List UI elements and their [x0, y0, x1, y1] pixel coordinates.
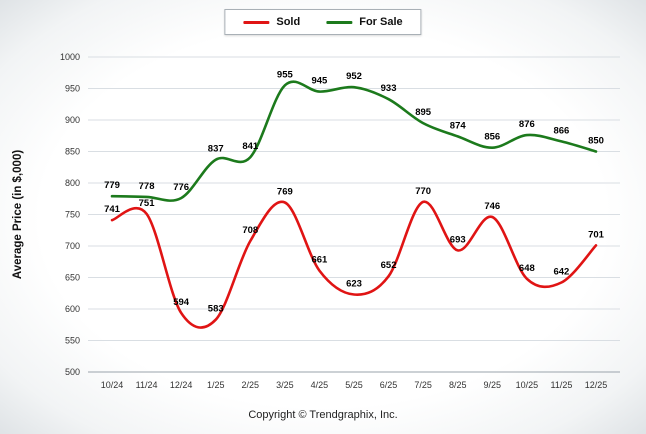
y-tick-label: 650	[65, 273, 80, 283]
y-tick-label: 600	[65, 304, 80, 314]
legend: Sold For Sale	[224, 9, 422, 35]
x-tick-label: 2/25	[242, 380, 260, 390]
sold-data-label: 769	[277, 187, 293, 198]
sold-data-label: 741	[104, 204, 121, 215]
y-tick-label: 750	[65, 210, 80, 220]
sold-data-label: 708	[242, 225, 258, 236]
sold-data-label: 746	[484, 201, 500, 212]
forsale-data-label: 933	[381, 83, 397, 94]
x-tick-label: 5/25	[345, 380, 363, 390]
y-tick-label: 850	[65, 147, 80, 157]
y-tick-label: 700	[65, 241, 80, 251]
forsale-data-label: 876	[519, 119, 535, 130]
x-tick-label: 12/24	[170, 380, 193, 390]
forsale-data-label: 874	[450, 120, 467, 131]
x-tick-label: 12/25	[585, 380, 608, 390]
legend-label-sold: Sold	[276, 16, 301, 28]
forsale-data-label: 895	[415, 107, 432, 118]
x-tick-label: 3/25	[276, 380, 294, 390]
x-tick-label: 10/25	[516, 380, 539, 390]
y-tick-label: 550	[65, 336, 80, 346]
x-tick-label: 8/25	[449, 380, 467, 390]
sold-data-label: 623	[346, 279, 362, 290]
sold-data-label: 661	[311, 255, 328, 266]
sold-data-label: 652	[381, 260, 397, 271]
sold-data-label: 642	[553, 267, 569, 278]
y-tick-label: 950	[65, 84, 80, 94]
y-axis-title: Average Price (in $,000)	[12, 150, 24, 280]
forsale-series-line	[110, 80, 598, 202]
forsale-data-label: 866	[553, 125, 569, 136]
forsale-data-label: 837	[208, 144, 224, 155]
sold-line-swatch	[243, 20, 270, 24]
sold-data-label: 648	[519, 263, 535, 274]
x-tick-label: 11/25	[550, 380, 572, 390]
sold-series-line	[110, 200, 598, 329]
x-tick-label: 10/24	[101, 380, 124, 390]
forsale-data-label: 945	[311, 76, 328, 87]
y-tick-label: 1000	[60, 52, 80, 62]
legend-item-forsale: For Sale	[326, 16, 403, 28]
y-tick-label: 500	[65, 367, 80, 377]
sold-data-label: 693	[450, 234, 466, 245]
x-tick-label: 1/25	[207, 380, 225, 390]
forsale-data-label: 841	[242, 141, 259, 152]
sold-data-label: 770	[415, 186, 431, 197]
sold-data-label: 751	[139, 198, 156, 209]
sold-data-label: 701	[588, 229, 605, 240]
forsale-line-swatch	[326, 20, 353, 24]
legend-item-sold: Sold	[243, 16, 300, 28]
forsale-data-label: 856	[484, 132, 500, 143]
forsale-data-label: 779	[104, 180, 120, 191]
sold-data-label: 583	[208, 304, 224, 315]
legend-label-forsale: For Sale	[359, 16, 403, 28]
x-tick-label: 4/25	[311, 380, 329, 390]
y-tick-label: 900	[65, 115, 80, 125]
forsale-data-label: 776	[173, 182, 189, 193]
x-tick-label: 7/25	[414, 380, 432, 390]
x-tick-label: 11/24	[136, 380, 158, 390]
sold-data-label: 594	[173, 297, 190, 308]
x-tick-label: 9/25	[484, 380, 502, 390]
forsale-data-label: 850	[588, 136, 604, 147]
copyright-text: Copyright © Trendgraphix, Inc.	[248, 409, 398, 421]
forsale-data-label: 955	[277, 69, 294, 80]
x-tick-label: 6/25	[380, 380, 398, 390]
y-tick-label: 800	[65, 178, 80, 188]
forsale-data-label: 778	[139, 181, 155, 192]
forsale-data-label: 952	[346, 71, 362, 82]
